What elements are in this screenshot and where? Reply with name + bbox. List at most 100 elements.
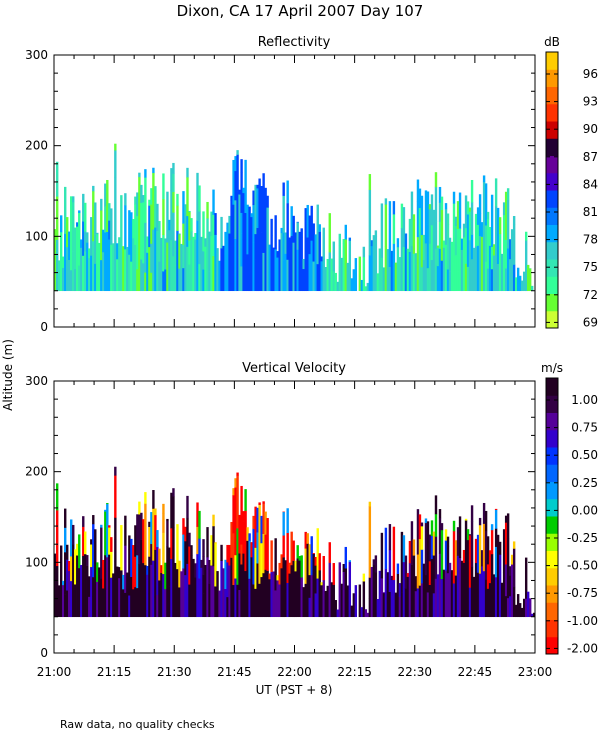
reflectivity-cell	[512, 264, 516, 292]
reflectivity-cell	[282, 182, 285, 196]
velocity-cell	[462, 562, 466, 618]
reflectivity-cell	[190, 231, 193, 292]
reflectivity-cell	[290, 206, 293, 208]
velocity-cell	[208, 559, 211, 584]
velocity-cell	[214, 542, 217, 544]
velocity-cell	[294, 560, 297, 572]
velocity-cell	[440, 529, 444, 580]
reflectivity-cell	[288, 237, 291, 292]
y-tick-label: 300	[25, 48, 48, 62]
reflectivity-cell	[142, 263, 145, 292]
velocity-cell	[178, 560, 181, 588]
velocity-cell	[298, 591, 301, 618]
reflectivity-cell	[448, 271, 452, 292]
reflectivity-cell	[152, 167, 155, 174]
reflectivity-cell	[144, 222, 147, 273]
reflectivity-cell	[430, 259, 434, 292]
velocity-cell	[118, 567, 121, 579]
reflectivity-cell	[296, 249, 299, 292]
colorbar-swatch	[546, 86, 558, 105]
reflectivity-cell	[440, 196, 444, 211]
reflectivity-cell	[192, 236, 195, 260]
velocity-cell	[452, 530, 456, 584]
colorbar-swatch	[546, 636, 558, 655]
reflectivity-cell	[500, 253, 504, 292]
reflectivity-cell	[196, 220, 199, 268]
velocity-cell	[444, 570, 448, 618]
velocity-cell	[180, 571, 183, 618]
reflectivity-cell	[240, 233, 243, 267]
velocity-cell	[350, 605, 354, 618]
reflectivity-cell	[434, 248, 438, 292]
reflectivity-cell	[198, 185, 201, 212]
reflectivity-cell	[368, 234, 372, 256]
velocity-cell	[450, 570, 454, 618]
reflectivity-cell	[126, 246, 129, 292]
colorbar-tick-label: 81	[583, 205, 598, 219]
velocity-cell	[74, 549, 77, 585]
velocity-cell	[512, 541, 516, 549]
reflectivity-cell	[466, 214, 470, 267]
velocity-cell	[166, 565, 169, 618]
reflectivity-cell	[368, 189, 372, 235]
velocity-cell	[102, 559, 105, 589]
reflectivity-cell	[158, 234, 161, 262]
reflectivity-cell	[264, 187, 267, 221]
velocity-cell	[254, 506, 257, 548]
reflectivity-cell	[258, 178, 261, 203]
reflectivity-cell	[94, 202, 97, 235]
velocity-cell	[168, 586, 171, 618]
velocity-cell	[218, 590, 221, 618]
velocity-cell	[210, 535, 213, 566]
velocity-cell	[192, 558, 195, 618]
velocity-cell	[202, 539, 205, 557]
reflectivity-cell	[124, 205, 127, 250]
reflectivity-cell	[342, 238, 345, 244]
reflectivity-cell	[472, 247, 476, 292]
reflectivity-cell	[456, 271, 460, 292]
reflectivity-cell	[378, 248, 382, 292]
reflectivity-cell	[468, 207, 472, 212]
velocity-cell	[418, 585, 422, 618]
reflectivity-cell	[416, 236, 420, 261]
reflectivity-cell	[56, 161, 59, 197]
reflectivity-cell	[392, 214, 396, 244]
reflectivity-cell	[514, 277, 518, 292]
reflectivity-cell	[64, 264, 67, 292]
velocity-cell	[446, 536, 450, 547]
reflectivity-cell	[138, 176, 141, 199]
velocity-cell	[194, 563, 197, 578]
reflectivity-cell	[460, 238, 464, 250]
velocity-cell	[368, 549, 372, 578]
velocity-cell	[290, 564, 293, 618]
velocity-cell	[56, 510, 59, 567]
reflectivity-cell	[388, 201, 392, 215]
reflectivity-cell	[454, 216, 458, 227]
reflectivity-cell	[74, 227, 77, 270]
velocity-cell	[56, 565, 59, 618]
velocity-cell	[416, 509, 420, 555]
reflectivity-cell	[286, 180, 289, 204]
reflectivity-cell	[298, 231, 301, 292]
velocity-cell	[150, 564, 153, 618]
reflectivity-cell	[236, 150, 239, 155]
reflectivity-cell	[132, 219, 135, 239]
reflectivity-cell	[100, 210, 103, 261]
reflectivity-cell	[484, 183, 488, 226]
velocity-cell	[456, 527, 460, 556]
reflectivity-cell	[418, 188, 422, 209]
velocity-cell	[258, 504, 261, 544]
velocity-cell	[504, 564, 508, 597]
reflectivity-cell	[450, 244, 454, 292]
reflectivity-cell	[56, 239, 59, 292]
reflectivity-cell	[226, 222, 229, 229]
velocity-cell	[92, 523, 95, 578]
velocity-cell	[400, 531, 404, 551]
velocity-cell	[154, 514, 157, 550]
colorbar-swatch	[546, 567, 558, 586]
velocity-cell	[170, 528, 173, 559]
x-axis-label: UT (PST + 8)	[256, 683, 333, 697]
reflectivity-cell	[164, 269, 167, 292]
reflectivity-cell	[482, 181, 486, 241]
velocity-cell	[126, 572, 129, 618]
